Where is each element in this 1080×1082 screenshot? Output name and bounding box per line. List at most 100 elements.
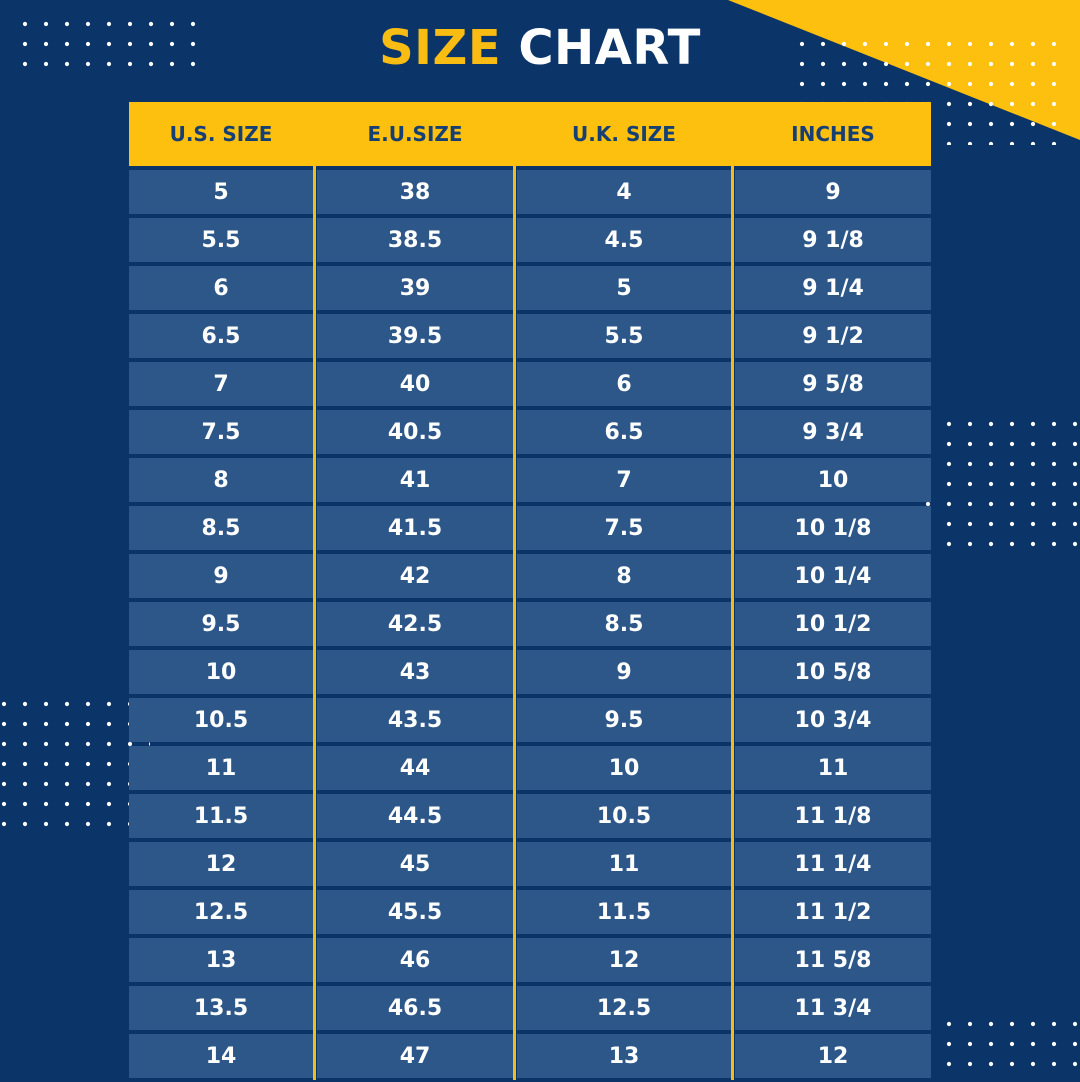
header-us-size: U.S. SIZE <box>169 122 273 146</box>
us-size-cell: 5 <box>129 170 313 214</box>
table-row: 5 38 4 9 <box>129 170 931 214</box>
table-row: 8.5 41.5 7.5 10 1/8 <box>129 506 931 550</box>
dot-grid-top-left <box>10 10 205 75</box>
inches-cell: 10 1/8 <box>735 506 931 550</box>
table-row: 9 42 8 10 1/4 <box>129 554 931 598</box>
inches-cell: 9 1/2 <box>735 314 931 358</box>
table-header-row: U.S. SIZE E.U.SIZE U.K. SIZE INCHES <box>129 102 931 166</box>
eu-size-cell: 44 <box>317 746 513 790</box>
inches-cell: 11 1/2 <box>735 890 931 934</box>
inches-cell: 11 <box>735 746 931 790</box>
eu-size-cell: 46.5 <box>317 986 513 1030</box>
us-size-cell: 6 <box>129 266 313 310</box>
table-row: 13 46 12 11 5/8 <box>129 938 931 982</box>
eu-size-cell: 41 <box>317 458 513 502</box>
table-row: 10.5 43.5 9.5 10 3/4 <box>129 698 931 742</box>
table-row: 9.5 42.5 8.5 10 1/2 <box>129 602 931 646</box>
inches-cell: 9 5/8 <box>735 362 931 406</box>
us-size-cell: 11 <box>129 746 313 790</box>
table-row: 6 39 5 9 1/4 <box>129 266 931 310</box>
table-row: 10 43 9 10 5/8 <box>129 650 931 694</box>
us-size-cell: 9.5 <box>129 602 313 646</box>
eu-size-cell: 42.5 <box>317 602 513 646</box>
us-size-cell: 10 <box>129 650 313 694</box>
uk-size-cell: 10 <box>517 746 731 790</box>
us-size-cell: 13 <box>129 938 313 982</box>
uk-size-cell: 13 <box>517 1034 731 1078</box>
us-size-cell: 10.5 <box>129 698 313 742</box>
us-size-cell: 9 <box>129 554 313 598</box>
eu-size-cell: 45.5 <box>317 890 513 934</box>
us-size-cell: 12.5 <box>129 890 313 934</box>
inches-cell: 10 <box>735 458 931 502</box>
us-size-cell: 13.5 <box>129 986 313 1030</box>
uk-size-cell: 10.5 <box>517 794 731 838</box>
eu-size-cell: 43.5 <box>317 698 513 742</box>
table-row: 7.5 40.5 6.5 9 3/4 <box>129 410 931 454</box>
inches-cell: 11 3/4 <box>735 986 931 1030</box>
header-uk-size: U.K. SIZE <box>572 122 676 146</box>
us-size-cell: 8 <box>129 458 313 502</box>
title-word-size: SIZE <box>379 20 502 76</box>
table-row: 8 41 7 10 <box>129 458 931 502</box>
uk-size-cell: 11 <box>517 842 731 886</box>
uk-size-cell: 7 <box>517 458 731 502</box>
uk-size-cell: 12 <box>517 938 731 982</box>
uk-size-cell: 9.5 <box>517 698 731 742</box>
table-row: 6.5 39.5 5.5 9 1/2 <box>129 314 931 358</box>
us-size-cell: 7.5 <box>129 410 313 454</box>
table-row: 11 44 10 11 <box>129 746 931 790</box>
eu-size-cell: 39.5 <box>317 314 513 358</box>
eu-size-cell: 40.5 <box>317 410 513 454</box>
column-divider <box>513 166 516 1080</box>
eu-size-cell: 40 <box>317 362 513 406</box>
inches-cell: 9 3/4 <box>735 410 931 454</box>
eu-size-cell: 44.5 <box>317 794 513 838</box>
table-row: 7 40 6 9 5/8 <box>129 362 931 406</box>
dot-grid-bottom-right <box>930 1010 1080 1080</box>
uk-size-cell: 6 <box>517 362 731 406</box>
eu-size-cell: 45 <box>317 842 513 886</box>
inches-cell: 10 3/4 <box>735 698 931 742</box>
uk-size-cell: 11.5 <box>517 890 731 934</box>
inches-cell: 12 <box>735 1034 931 1078</box>
inches-cell: 10 5/8 <box>735 650 931 694</box>
uk-size-cell: 12.5 <box>517 986 731 1030</box>
table-row: 14 47 13 12 <box>129 1034 931 1078</box>
uk-size-cell: 9 <box>517 650 731 694</box>
inches-cell: 9 <box>735 170 931 214</box>
inches-cell: 11 5/8 <box>735 938 931 982</box>
eu-size-cell: 39 <box>317 266 513 310</box>
uk-size-cell: 7.5 <box>517 506 731 550</box>
table-row: 12 45 11 11 1/4 <box>129 842 931 886</box>
eu-size-cell: 38.5 <box>317 218 513 262</box>
eu-size-cell: 38 <box>317 170 513 214</box>
column-divider <box>313 166 316 1080</box>
table-row: 13.5 46.5 12.5 11 3/4 <box>129 986 931 1030</box>
eu-size-cell: 43 <box>317 650 513 694</box>
uk-size-cell: 8 <box>517 554 731 598</box>
us-size-cell: 6.5 <box>129 314 313 358</box>
uk-size-cell: 6.5 <box>517 410 731 454</box>
us-size-cell: 7 <box>129 362 313 406</box>
uk-size-cell: 4 <box>517 170 731 214</box>
table-row: 11.5 44.5 10.5 11 1/8 <box>129 794 931 838</box>
dot-grid-mid-left <box>0 690 150 830</box>
uk-size-cell: 5.5 <box>517 314 731 358</box>
column-divider <box>731 166 734 1080</box>
inches-cell: 10 1/4 <box>735 554 931 598</box>
header-eu-size: E.U.SIZE <box>367 122 463 146</box>
uk-size-cell: 5 <box>517 266 731 310</box>
eu-size-cell: 47 <box>317 1034 513 1078</box>
eu-size-cell: 41.5 <box>317 506 513 550</box>
table-row: 12.5 45.5 11.5 11 1/2 <box>129 890 931 934</box>
header-inches: INCHES <box>791 122 875 146</box>
title-word-chart: CHART <box>518 20 701 76</box>
size-chart-table: U.S. SIZE E.U.SIZE U.K. SIZE INCHES 5 38 4… <box>129 102 931 1082</box>
table-body: 5 38 4 9 5.5 38.5 4.5 9 1/8 6 39 5 9 1/4 6.5 39.5 5.5 9… <box>129 170 931 1078</box>
inches-cell: 11 1/4 <box>735 842 931 886</box>
eu-size-cell: 46 <box>317 938 513 982</box>
table-row: 5.5 38.5 4.5 9 1/8 <box>129 218 931 262</box>
page-title: SIZE CHART <box>0 20 1080 76</box>
inches-cell: 9 1/8 <box>735 218 931 262</box>
